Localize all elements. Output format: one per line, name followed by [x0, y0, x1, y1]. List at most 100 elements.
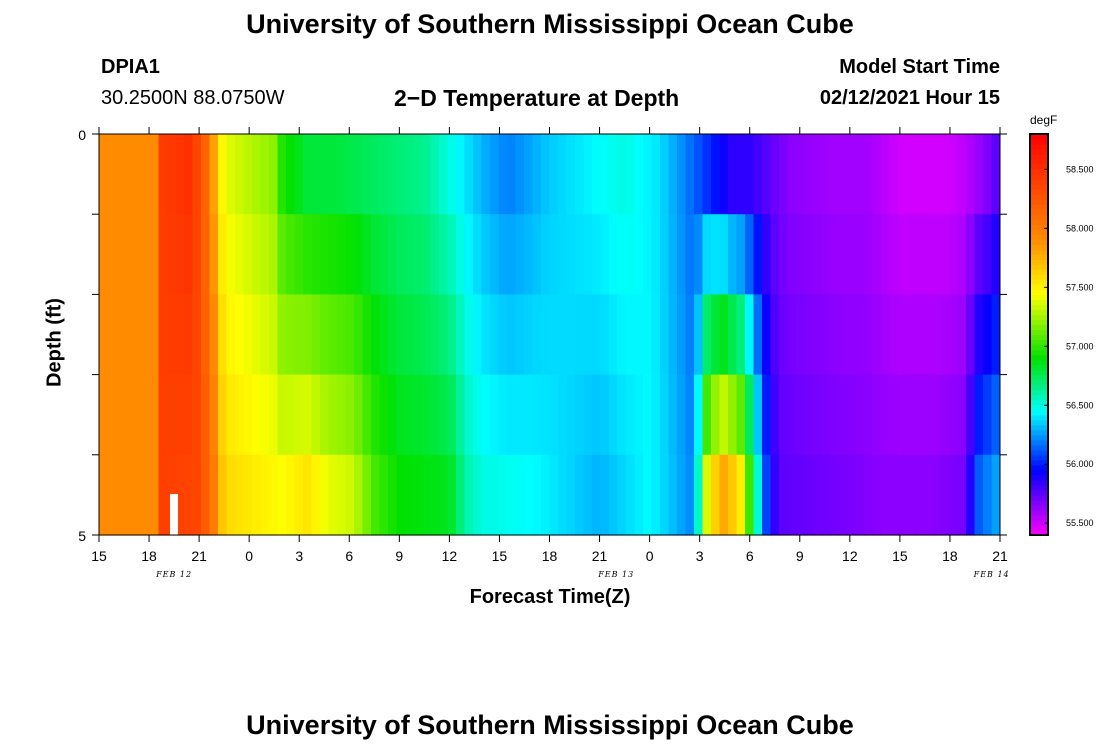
- x-tick-label: 21: [992, 548, 1008, 564]
- heatmap-cell: [447, 454, 457, 536]
- model-start-label: Model Start Time: [839, 56, 1000, 78]
- heatmap-cell: [770, 294, 780, 376]
- data-gap-marker: [170, 494, 178, 535]
- heatmap-cell: [711, 214, 721, 295]
- colorbar-tick-label: 56.000: [1066, 459, 1094, 469]
- colorbar-segment: [1030, 324, 1048, 331]
- heatmap-cell: [354, 454, 364, 536]
- heatmap-cell: [133, 134, 143, 215]
- heatmap-cell: [660, 134, 670, 215]
- heatmap-cell: [107, 374, 117, 456]
- heatmap-cell: [813, 134, 823, 215]
- heatmap-cell: [821, 134, 831, 215]
- heatmap-cell: [192, 454, 202, 536]
- x-axis-label: Forecast Time(Z): [0, 586, 1100, 609]
- date-label: FEB 13: [598, 570, 635, 579]
- heatmap-cell: [915, 214, 925, 295]
- colorbar-tick-label: 58.500: [1066, 164, 1094, 174]
- heatmap-cell: [99, 134, 109, 215]
- station-coords: 30.2500N 88.0750W: [101, 87, 285, 109]
- heatmap-cell: [957, 374, 967, 456]
- heatmap-cell: [498, 454, 508, 536]
- heatmap-cell: [99, 294, 109, 376]
- heatmap-cell: [507, 294, 517, 376]
- heatmap-cell: [260, 294, 270, 376]
- heatmap-cell: [175, 134, 185, 215]
- heatmap-cell: [243, 374, 253, 456]
- colorbar-segment: [1030, 219, 1048, 225]
- colorbar-segment: [1030, 149, 1048, 155]
- colorbar-segment: [1030, 144, 1048, 150]
- heatmap-cell: [583, 294, 593, 376]
- heatmap-cell: [456, 134, 466, 215]
- heatmap-cell: [107, 454, 117, 536]
- heatmap-cell: [328, 214, 338, 295]
- heatmap-cell: [830, 134, 840, 215]
- heatmap-cell: [422, 294, 432, 376]
- heatmap-cell: [966, 134, 976, 215]
- heatmap-cell: [745, 374, 755, 456]
- heatmap-cell: [345, 134, 355, 215]
- heatmap-cell: [345, 454, 355, 536]
- colorbar-segment: [1030, 424, 1048, 431]
- x-tick-label: 18: [942, 548, 958, 564]
- heatmap-cell: [396, 374, 406, 456]
- heatmap-cell: [464, 454, 474, 536]
- heatmap-cell: [226, 214, 236, 295]
- heatmap-cell: [260, 134, 270, 215]
- colorbar-segment: [1030, 409, 1048, 416]
- colorbar: 55.500 56.000 56.500 57.000 57.500 58.000 58.5…: [1029, 133, 1094, 536]
- heatmap-cell: [643, 214, 653, 295]
- heatmap-cell: [345, 374, 355, 456]
- heatmap-cell: [320, 214, 330, 295]
- heatmap-cell: [881, 134, 891, 215]
- heatmap-cell: [728, 374, 738, 456]
- heatmap-cell: [124, 134, 134, 215]
- heatmap-cell: [821, 294, 831, 376]
- heatmap-cell: [209, 134, 219, 215]
- heatmap-cell: [719, 454, 729, 536]
- heatmap-cell: [566, 214, 576, 295]
- heatmap-cell: [940, 214, 950, 295]
- colorbar-segment: [1030, 309, 1048, 316]
- heatmap-cell: [277, 134, 287, 215]
- colorbar-segment: [1030, 354, 1048, 361]
- heatmap-cell: [473, 294, 483, 376]
- heatmap-cell: [447, 294, 457, 376]
- heatmap-cell: [192, 214, 202, 295]
- heatmap-cell: [626, 454, 636, 536]
- heatmap-cell: [515, 454, 525, 536]
- heatmap-cell: [600, 374, 610, 456]
- heatmap-cell: [226, 294, 236, 376]
- colorbar-segment: [1030, 254, 1048, 260]
- heatmap-cell: [498, 374, 508, 456]
- heatmap-cell: [949, 214, 959, 295]
- chart-title: 2−D Temperature at Depth: [394, 85, 680, 111]
- heatmap-cell: [660, 214, 670, 295]
- heatmap-cell: [286, 294, 296, 376]
- colorbar-segment: [1030, 139, 1048, 145]
- colorbar-segment: [1030, 479, 1048, 486]
- heatmap-cell: [294, 374, 304, 456]
- colorbar-segment: [1030, 414, 1048, 421]
- heatmap-cell: [481, 374, 491, 456]
- heatmap-cell: [889, 134, 899, 215]
- heatmap-cell: [881, 214, 891, 295]
- heatmap-cell: [286, 454, 296, 536]
- heatmap-cell: [456, 294, 466, 376]
- heatmap-cell: [974, 374, 984, 456]
- colorbar-segment: [1030, 199, 1048, 205]
- heatmap-cell: [201, 294, 211, 376]
- heatmap-cell: [311, 214, 321, 295]
- heatmap-cell: [184, 294, 194, 376]
- heatmap-cell: [379, 374, 389, 456]
- heatmap-cell: [515, 214, 525, 295]
- heatmap-cell: [634, 214, 644, 295]
- colorbar-segment: [1030, 514, 1048, 521]
- colorbar-segment: [1030, 284, 1048, 290]
- heatmap-cell: [439, 294, 449, 376]
- heatmap-cell: [379, 214, 389, 295]
- heatmap-cell: [753, 134, 763, 215]
- heatmap-cell: [362, 134, 372, 215]
- heatmap-cell: [532, 134, 542, 215]
